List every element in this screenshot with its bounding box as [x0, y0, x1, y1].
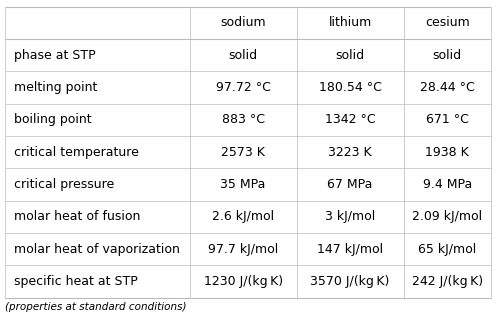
- Text: 1938 K: 1938 K: [426, 146, 469, 159]
- Text: solid: solid: [433, 48, 462, 61]
- Text: 1230 J/(kg K): 1230 J/(kg K): [203, 275, 283, 288]
- Text: 9.4 MPa: 9.4 MPa: [423, 178, 472, 191]
- Text: phase at STP: phase at STP: [14, 48, 96, 61]
- Text: 67 MPa: 67 MPa: [327, 178, 373, 191]
- Text: 97.7 kJ/mol: 97.7 kJ/mol: [208, 243, 278, 256]
- Text: 65 kJ/mol: 65 kJ/mol: [418, 243, 477, 256]
- Text: 35 MPa: 35 MPa: [220, 178, 266, 191]
- Text: melting point: melting point: [14, 81, 97, 94]
- Text: (properties at standard conditions): (properties at standard conditions): [5, 302, 186, 313]
- Text: sodium: sodium: [220, 16, 266, 29]
- Text: 97.72 °C: 97.72 °C: [216, 81, 271, 94]
- Text: 180.54 °C: 180.54 °C: [318, 81, 381, 94]
- Text: critical pressure: critical pressure: [14, 178, 114, 191]
- Text: 3 kJ/mol: 3 kJ/mol: [325, 210, 375, 223]
- Text: 28.44 °C: 28.44 °C: [420, 81, 475, 94]
- Text: molar heat of fusion: molar heat of fusion: [14, 210, 140, 223]
- Text: solid: solid: [335, 48, 365, 61]
- Text: 883 °C: 883 °C: [222, 113, 265, 126]
- Text: lithium: lithium: [328, 16, 372, 29]
- Text: boiling point: boiling point: [14, 113, 92, 126]
- Text: molar heat of vaporization: molar heat of vaporization: [14, 243, 180, 256]
- Text: 242 J/(kg K): 242 J/(kg K): [412, 275, 483, 288]
- Text: specific heat at STP: specific heat at STP: [14, 275, 137, 288]
- Text: 3223 K: 3223 K: [328, 146, 372, 159]
- Text: 671 °C: 671 °C: [426, 113, 469, 126]
- Text: 2.6 kJ/mol: 2.6 kJ/mol: [212, 210, 274, 223]
- Text: cesium: cesium: [425, 16, 470, 29]
- Text: 3570 J/(kg K): 3570 J/(kg K): [310, 275, 390, 288]
- Text: 2.09 kJ/mol: 2.09 kJ/mol: [412, 210, 482, 223]
- Text: 1342 °C: 1342 °C: [325, 113, 375, 126]
- Text: critical temperature: critical temperature: [14, 146, 139, 159]
- Text: 147 kJ/mol: 147 kJ/mol: [317, 243, 383, 256]
- Text: solid: solid: [229, 48, 258, 61]
- Text: 2573 K: 2573 K: [221, 146, 265, 159]
